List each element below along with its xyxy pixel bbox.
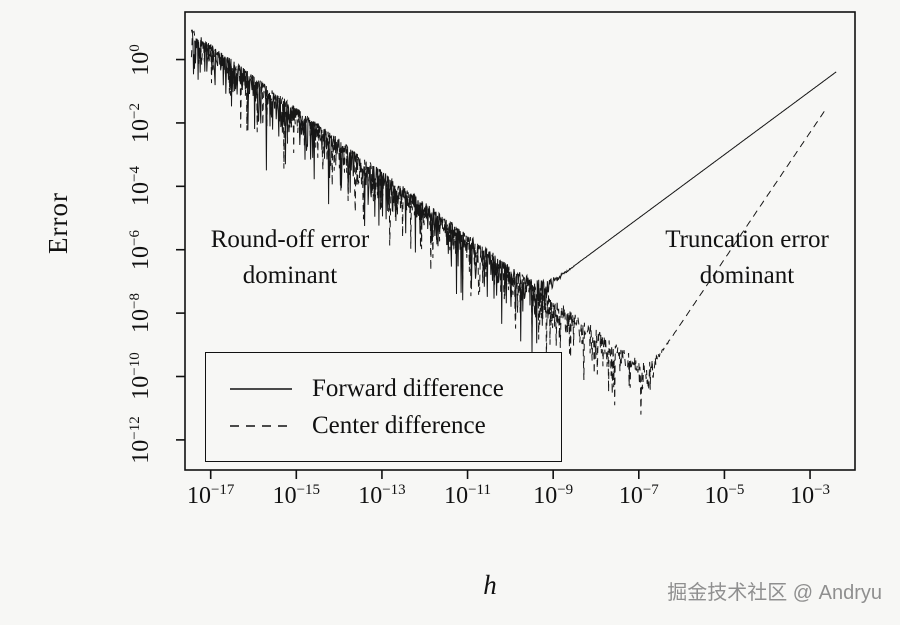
legend-label: Forward difference <box>312 374 504 402</box>
annotation-line: dominant <box>699 262 795 289</box>
annotation-truncation-error: Truncation error dominant <box>617 222 877 294</box>
series-line-center-difference <box>190 30 827 415</box>
legend-dashed-line-sample <box>230 424 292 427</box>
legend-label: Center difference <box>312 411 486 439</box>
legend-item-forward-difference: Forward difference <box>230 375 561 403</box>
plot-border <box>184 11 856 471</box>
annotation-line: dominant <box>242 262 338 289</box>
legend-item-center-difference: Center difference <box>230 412 561 440</box>
legend: Forward difference Center difference <box>205 352 562 462</box>
annotation-line: Round-off error <box>210 226 370 253</box>
x-axis-title: h <box>483 570 497 600</box>
y-axis-title: Error <box>43 192 73 254</box>
annotation-round-off-error: Round-off error dominant <box>160 222 420 294</box>
series-line-forward-difference <box>190 29 837 355</box>
legend-solid-line-sample <box>230 387 292 390</box>
watermark: 掘金技术社区 @ Andryu <box>667 582 882 604</box>
annotation-line: Truncation error <box>665 226 829 253</box>
